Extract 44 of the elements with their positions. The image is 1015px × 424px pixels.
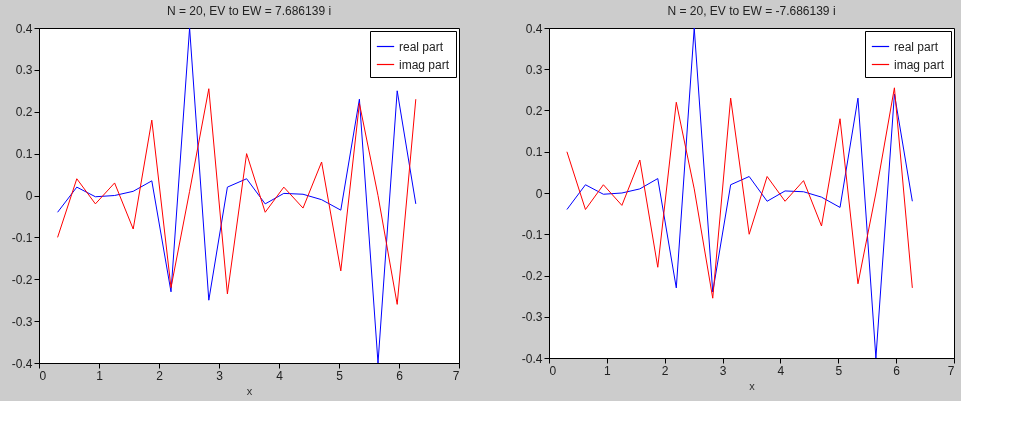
x-tick-label: 3 [216, 368, 224, 383]
x-tick-label: 4 [276, 368, 284, 383]
y-tick-label: 0 [25, 189, 33, 203]
y-tick-label: -0.2 [521, 269, 543, 283]
y-tick-label: -0.3 [11, 314, 33, 329]
chart-title: N = 20, EV to EW = -7.686139 i [667, 4, 836, 18]
legend-label: imag part [399, 57, 450, 72]
y-tick-label: 0.3 [525, 62, 543, 77]
x-tick-label: 2 [661, 363, 669, 378]
y-tick-label: 0.1 [15, 147, 33, 162]
x-tick-label: 7 [947, 363, 955, 378]
x-tick-label: 3 [719, 363, 727, 378]
y-tick-label: -0.1 [11, 230, 33, 245]
x-tick-label: 6 [396, 368, 404, 383]
legend-label: real part [399, 39, 444, 54]
x-tick-label: 1 [96, 368, 104, 383]
x-axis-title: x [246, 384, 253, 397]
x-tick-label: 5 [336, 368, 344, 383]
y-tick-label: 0.3 [15, 63, 33, 78]
x-tick-label: 2 [156, 368, 164, 383]
y-tick-label: 0.2 [15, 105, 33, 120]
x-tick-label: 1 [604, 363, 612, 378]
y-tick-label: -0.4 [521, 351, 543, 366]
y-tick-label: 0.1 [525, 145, 543, 160]
x-tick-label: 0 [39, 368, 47, 383]
y-tick-label: 0.4 [525, 21, 543, 36]
legend-label: imag part [894, 57, 945, 72]
x-tick-label: 0 [549, 363, 557, 378]
y-tick-label: -0.1 [521, 227, 543, 242]
legend-label: real part [894, 39, 939, 54]
x-tick-label: 7 [452, 368, 460, 383]
y-tick-label: -0.3 [521, 310, 543, 325]
y-tick-label: -0.4 [11, 356, 33, 371]
line-series [57, 88, 417, 305]
chart-title: N = 20, EV to EW = 7.686139 i [166, 4, 332, 18]
x-axis-title: x [749, 379, 756, 392]
y-tick-label: 0.4 [15, 21, 33, 36]
y-tick-label: 0.2 [525, 104, 543, 118]
x-tick-label: 6 [893, 363, 901, 378]
y-tick-label: -0.2 [11, 272, 33, 287]
x-tick-label: 5 [835, 363, 843, 378]
y-tick-label: 0 [535, 186, 543, 201]
x-tick-label: 4 [777, 363, 785, 378]
line-series [566, 87, 913, 299]
